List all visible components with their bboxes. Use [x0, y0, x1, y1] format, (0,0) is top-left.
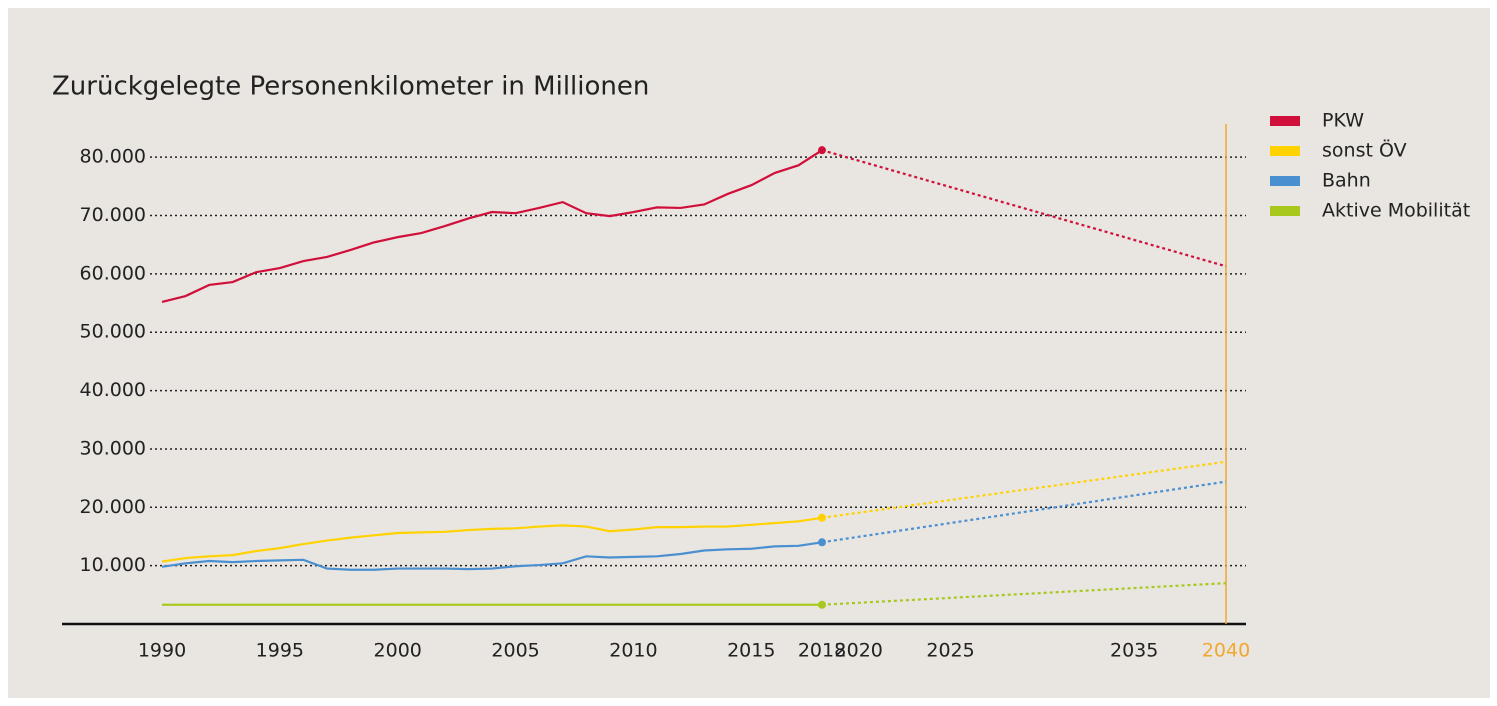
series-line: [161, 541, 823, 571]
y-tick-label: 10.000: [80, 554, 146, 576]
y-tick-label: 20.000: [80, 496, 146, 518]
projection-line: [821, 460, 1227, 519]
legend-label: PKW: [1322, 110, 1364, 132]
x-tick-label: 2040: [1202, 640, 1250, 662]
x-tick-label: 2000: [374, 640, 422, 662]
y-tick-label: 60.000: [80, 262, 146, 284]
x-tick-label: 2015: [727, 640, 775, 662]
x-tick-label: 2035: [1110, 640, 1158, 662]
chart-title: Zurückgelegte Personenkilometer in Milli…: [52, 72, 649, 102]
projection-line: [821, 480, 1227, 544]
x-tick-label: 2010: [609, 640, 657, 662]
legend-label: Bahn: [1322, 170, 1371, 192]
y-tick-label: 40.000: [80, 379, 146, 401]
x-tick-label: 2020: [835, 640, 883, 662]
point: [818, 146, 826, 155]
series-line: [161, 149, 823, 303]
x-tick-label: 1995: [256, 640, 304, 662]
y-tick-label: 30.000: [80, 437, 146, 459]
legend-swatch: [1270, 206, 1300, 216]
legend-swatch: [1270, 116, 1300, 126]
projection-line: [821, 582, 1227, 606]
x-tick-label: 2025: [926, 640, 974, 662]
y-tick-label: 50.000: [80, 321, 146, 343]
y-tick-label: 70.000: [80, 204, 146, 226]
point: [818, 513, 826, 522]
legend-swatch: [1270, 146, 1300, 156]
series-line: [161, 516, 823, 563]
legend-label: sonst ÖV: [1322, 139, 1407, 162]
point: [818, 538, 826, 547]
x-tick-label: 2018: [798, 640, 846, 662]
y-tick-label: 80.000: [80, 146, 146, 168]
legend-label: Aktive Mobilität: [1322, 200, 1470, 222]
x-tick-label: 2005: [491, 640, 539, 662]
chart-background: [8, 8, 1490, 698]
point: [818, 600, 826, 609]
x-tick-label: 1990: [138, 640, 186, 662]
legend-swatch: [1270, 176, 1300, 186]
projection-line: [821, 149, 1227, 268]
